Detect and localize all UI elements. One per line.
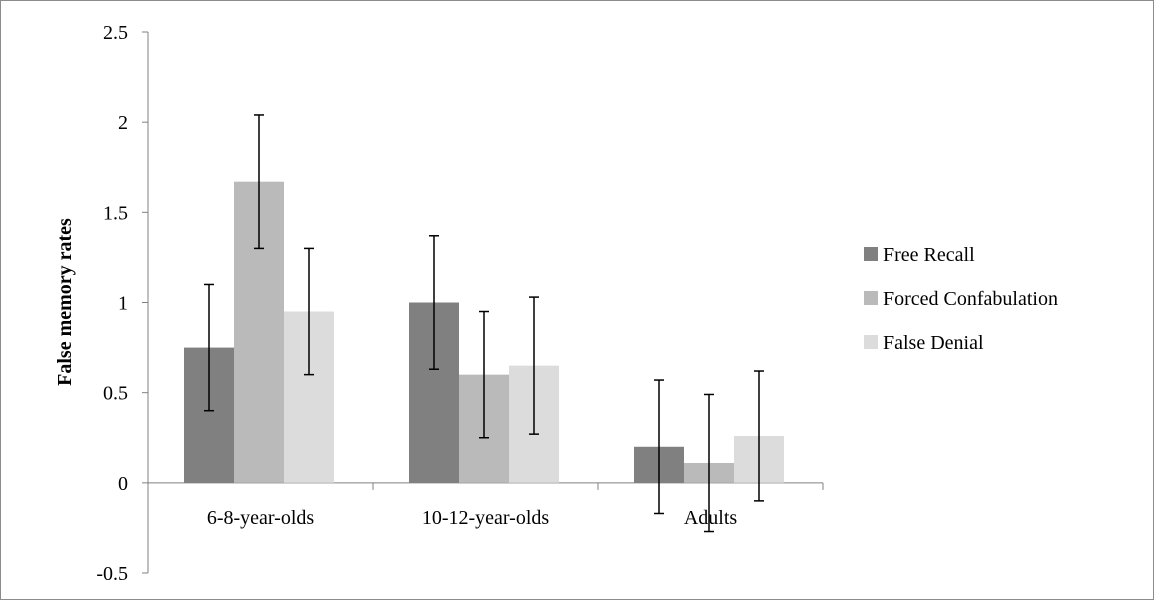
legend-swatch	[864, 335, 878, 349]
legend-swatch	[864, 291, 878, 305]
legend: Free Recall Forced Confabulation False Den…	[864, 244, 1058, 354]
y-tick-label: 2.5	[103, 22, 128, 44]
y-axis-title: False memory rates	[54, 218, 76, 386]
y-axis: 2.5 2 1.5 1 0.5 0 -0.5	[96, 22, 149, 585]
legend-label: Forced Confabulation	[883, 288, 1058, 310]
y-tick-label: 0.5	[103, 383, 128, 405]
legend-label: Free Recall	[883, 244, 975, 266]
x-tick-label: 6-8-year-olds	[207, 507, 315, 529]
x-tick-labels: 6-8-year-olds 10-12-year-olds Adults	[207, 507, 738, 529]
error-bars	[204, 114, 764, 533]
y-tick-label: 1.5	[103, 202, 128, 224]
x-axis	[147, 482, 824, 490]
y-tick-label: 1	[118, 293, 128, 315]
y-tick-label: -0.5	[96, 563, 128, 585]
y-tick-label: 2	[118, 112, 128, 134]
y-tick-label: 0	[118, 473, 128, 495]
x-tick-label: 10-12-year-olds	[422, 507, 550, 529]
legend-label: False Denial	[883, 332, 984, 354]
x-tick-label: Adults	[684, 507, 738, 529]
legend-swatch	[864, 247, 878, 261]
